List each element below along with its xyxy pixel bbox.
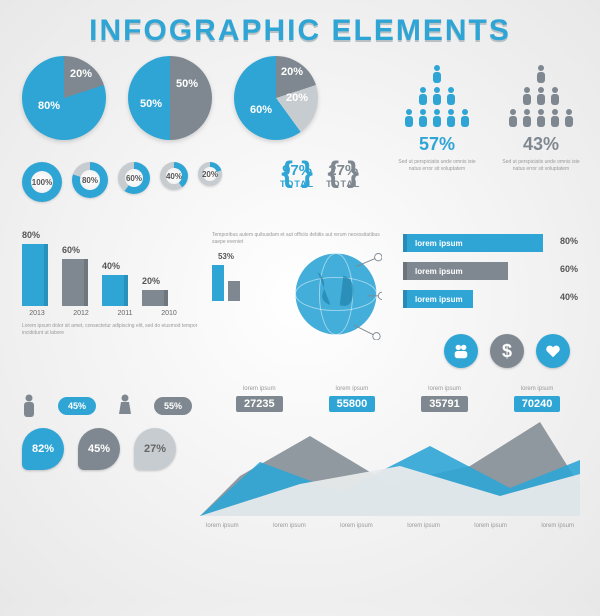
pie-1: 80% 20% <box>22 56 106 140</box>
total-1: { } 97% TOTAL <box>280 160 314 189</box>
donut-row: 100% 80% 60% 40% 20% <box>22 162 222 202</box>
area-label: lorem ipsum <box>407 523 440 529</box>
area-chart: lorem ipsum27235 lorem ipsum55800 lorem ip… <box>200 386 580 529</box>
hbar-2: lorem ipsum40% <box>403 290 578 308</box>
vbar-text: Lorem ipsum dolor sit amet, consectetur … <box>22 323 202 337</box>
pyramid-2-pct: 43% <box>523 134 559 155</box>
drop-stats: 82% 45% 27% <box>22 428 176 470</box>
vbar-year: 2013 <box>22 310 52 317</box>
pie-2-label-b: 50% <box>176 78 198 90</box>
vbar-year: 2010 <box>154 310 184 317</box>
vbar-year: 2011 <box>110 310 140 317</box>
area-label: lorem ipsum <box>340 523 373 529</box>
male-pct-tag: 45% <box>58 397 96 415</box>
vertical-bar-chart: 80% 60% 40% 20% 2013 2012 2011 2010 Lorem ipsu… <box>22 228 202 337</box>
hbar-1: lorem ipsum60% <box>403 262 578 280</box>
female-icon <box>118 394 132 418</box>
vbar-2013: 80% <box>22 244 48 306</box>
donut-100: 100% <box>22 162 62 202</box>
totals: { } 97% TOTAL { } 27% TOTAL <box>280 160 360 189</box>
pie-2: 50% 50% <box>128 56 212 140</box>
donut-40: 40% <box>160 162 188 190</box>
drop-2: 45% <box>78 428 120 470</box>
pie-row: 80% 20% 50% 50% 60% 20% 20% <box>22 56 318 140</box>
area-label: lorem ipsum <box>206 523 239 529</box>
page-title: INFOGRAPHIC ELEMENTS <box>0 0 600 56</box>
area-label: lorem ipsum <box>273 523 306 529</box>
drop-3: 27% <box>134 428 176 470</box>
gender-stats: 45% 55% <box>22 394 192 418</box>
horizontal-bars: lorem ipsum80% lorem ipsum60% lorem ipsum4… <box>403 234 578 308</box>
person-icon <box>431 64 443 84</box>
male-icon <box>22 394 36 418</box>
peak-value: lorem ipsum55800 <box>329 386 376 412</box>
pie-3-label-a: 60% <box>250 104 272 116</box>
pyramid-1: 57% Sed ut perspiciatis unde omnis iste … <box>392 64 482 172</box>
globe-text: Temporibus autem quibusdam et aut offici… <box>212 232 382 246</box>
pie-3-label-c: 20% <box>286 92 308 104</box>
drop-1: 82% <box>22 428 64 470</box>
bubble-people-icon <box>444 334 478 368</box>
pyramid-1-text: Sed ut perspiciatis unde omnis iste natu… <box>392 159 482 172</box>
pie-2-label-a: 50% <box>140 98 162 110</box>
total-2: { } 27% TOTAL <box>326 160 360 189</box>
pyramid-1-pct: 57% <box>419 134 455 155</box>
globe-icon <box>290 248 382 340</box>
peak-value: lorem ipsum35791 <box>421 386 468 412</box>
icon-bubbles: $ <box>444 334 570 368</box>
bubble-heart-icon <box>536 334 570 368</box>
vbar-2011: 40% <box>102 275 128 306</box>
vbar-2012: 60% <box>62 259 88 306</box>
hbar-0: lorem ipsum80% <box>403 234 578 252</box>
globe-mini-label: 53% <box>218 252 234 261</box>
pyramid-2-text: Sed ut perspiciatis unde omnis iste natu… <box>496 159 586 172</box>
donut-20: 20% <box>198 162 222 186</box>
area-label: lorem ipsum <box>474 523 507 529</box>
pie-3: 60% 20% 20% <box>234 56 318 140</box>
vbar-year: 2012 <box>66 310 96 317</box>
donut-80: 80% <box>72 162 108 198</box>
globe-block: Temporibus autem quibusdam et aut offici… <box>212 232 382 301</box>
pie-1-label-b: 20% <box>70 68 92 80</box>
peak-value: lorem ipsum70240 <box>514 386 561 412</box>
infographic-grid: 80% 20% 50% 50% 60% 20% 20% 57% Sed ut p… <box>0 56 600 616</box>
vbar-2010: 20% <box>142 290 168 306</box>
pie-3-label-b: 20% <box>281 66 303 78</box>
area-label: lorem ipsum <box>541 523 574 529</box>
donut-60: 60% <box>118 162 150 194</box>
bubble-dollar-icon: $ <box>490 334 524 368</box>
pie-1-label-a: 80% <box>38 100 60 112</box>
person-icon <box>535 64 547 84</box>
area-svg <box>200 416 580 516</box>
pyramid-2: 43% Sed ut perspiciatis unde omnis iste … <box>496 64 586 172</box>
globe-mini-bar-2 <box>228 281 240 301</box>
globe-mini-bar-1 <box>212 265 224 301</box>
peak-value: lorem ipsum27235 <box>236 386 283 412</box>
female-pct-tag: 55% <box>154 397 192 415</box>
